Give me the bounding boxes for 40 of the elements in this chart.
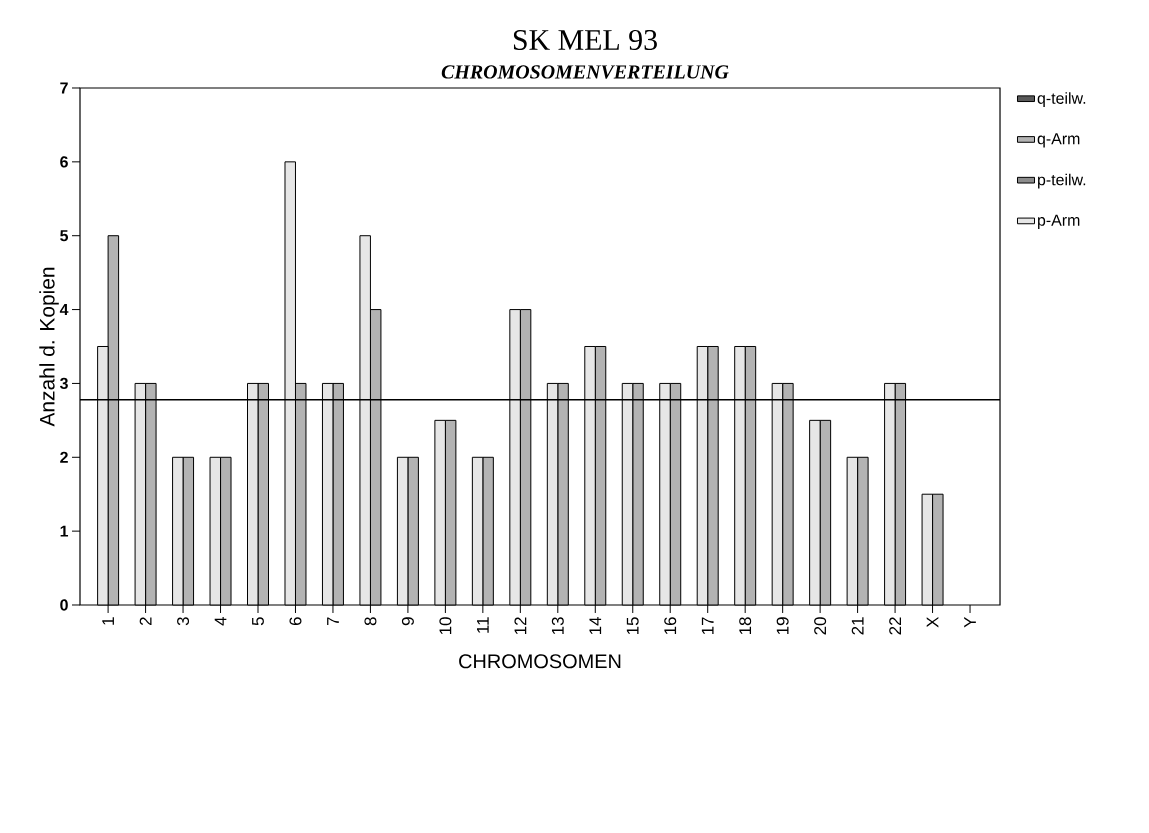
- x-tick-label: 18: [739, 617, 752, 635]
- y-tick-label: 2: [60, 451, 68, 463]
- x-tick-label: X: [926, 616, 939, 628]
- x-tick-label: 10: [439, 617, 452, 635]
- x-tick-label: 21: [851, 617, 864, 635]
- y-axis-title: Anzahl d. Kopien: [39, 267, 59, 427]
- x-tick-label: 12: [514, 617, 527, 635]
- y-tick-label: 6: [60, 156, 68, 168]
- x-tick-label: 16: [664, 617, 677, 635]
- x-tick-label: 4: [214, 617, 227, 626]
- x-axis-title: CHROMOSOMEN: [459, 654, 621, 669]
- x-tick-label: 14: [589, 617, 602, 635]
- x-tick-label: 9: [401, 617, 414, 626]
- x-tick-label: 15: [626, 617, 639, 635]
- x-tick-label: 5: [252, 617, 264, 626]
- y-tick-label: 4: [59, 304, 69, 316]
- x-tick-label: 7: [327, 617, 339, 626]
- legend-label: q-teilw.: [1037, 92, 1086, 108]
- legend-label: p-Arm: [1038, 214, 1080, 229]
- x-tick-label: 20: [814, 617, 827, 635]
- y-tick-label: 1: [60, 525, 69, 537]
- legend-label: p-teilw.: [1038, 173, 1086, 189]
- chart-title: SK MEL 93: [513, 29, 657, 51]
- chart-subtitle: CHROMOSOMENVERTEILUNG: [441, 65, 729, 79]
- x-tick-label: 17: [701, 617, 714, 635]
- x-tick-label: 3: [177, 617, 190, 626]
- x-tick-label: 19: [776, 617, 789, 635]
- y-tick-label: 3: [59, 377, 68, 390]
- x-tick-label: 8: [364, 617, 377, 626]
- legend-label: q-Arm: [1037, 133, 1080, 148]
- x-tick-label: 2: [139, 617, 152, 626]
- y-tick-label: 0: [60, 599, 68, 611]
- x-tick-label: 1: [102, 617, 114, 625]
- x-tick-label: 6: [289, 617, 302, 626]
- x-tick-label: 11: [477, 617, 489, 633]
- x-tick-label: Y: [964, 616, 976, 628]
- x-tick-label: 13: [551, 617, 564, 635]
- y-tick-label: 5: [60, 230, 69, 242]
- x-tick-label: 22: [889, 617, 901, 635]
- y-tick-label: 7: [60, 82, 68, 94]
